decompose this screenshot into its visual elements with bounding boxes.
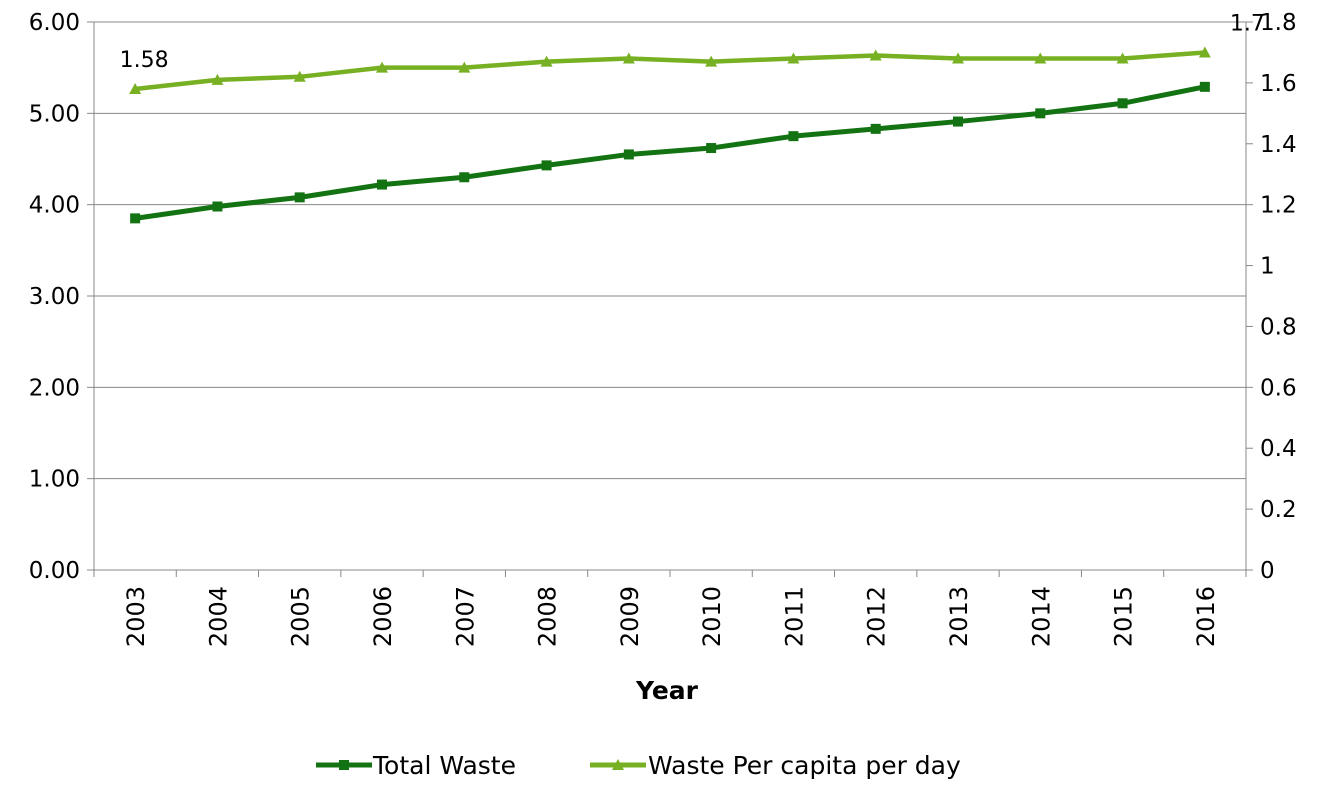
x-axis-tick-label: 2006: [369, 586, 397, 647]
right-axis-tick-label: 0.6: [1260, 375, 1297, 401]
data-point: [869, 49, 882, 61]
left-axis-tick-label: 5.00: [29, 101, 80, 127]
gridlines: [94, 21, 1246, 480]
left-axis-tick-label: 6.00: [29, 10, 80, 36]
left-axis-tick-label: 2.00: [29, 375, 80, 401]
left-axis-tick-label: 4.00: [29, 193, 80, 219]
data-point: [1034, 52, 1047, 64]
data-point: [953, 116, 963, 127]
data-point: [788, 131, 799, 142]
data-point: [1116, 52, 1129, 64]
right-axis-tick-label: 0.4: [1260, 436, 1297, 462]
data-point: [458, 61, 471, 73]
data-point: [377, 179, 387, 190]
legend: Total Waste Waste Per capita per day: [316, 751, 961, 780]
legend-label: Total Waste: [372, 751, 516, 780]
data-label: 1.7: [1230, 11, 1265, 36]
right-axis-tick-label: 1: [1260, 254, 1275, 280]
x-axis-tick-label: 2011: [780, 586, 808, 647]
data-point: [1199, 81, 1210, 92]
data-point: [870, 123, 881, 134]
left-axis-tick-label: 3.00: [29, 284, 80, 310]
right-axis-tick-label: 0: [1260, 558, 1275, 584]
data-point: [459, 172, 470, 183]
right-axis-tick-label: 1.2: [1260, 193, 1297, 219]
right-axis-tick-label: 1.6: [1260, 71, 1297, 97]
data-point: [952, 52, 964, 64]
left-axis-tick-label: 0.00: [29, 558, 80, 584]
data-point: [130, 213, 141, 224]
series-0: [130, 81, 1210, 224]
data-point: [706, 143, 717, 154]
x-axis-tick-label: 2007: [451, 586, 479, 647]
legend-item-0: Total Waste: [316, 751, 516, 780]
legend-item-1: Waste Per capita per day: [590, 751, 961, 780]
x-axis-tick-label: 2008: [534, 586, 562, 647]
x-axis-tick-label: 2016: [1192, 586, 1220, 647]
data-point: [622, 52, 635, 64]
right-axis-tick-label: 1.8: [1260, 10, 1297, 36]
series-1: [129, 46, 1211, 94]
x-axis-tick-label: 2014: [1027, 586, 1055, 647]
data-point: [540, 55, 553, 67]
x-axis-tick-label: 2005: [287, 586, 315, 647]
data-point: [1117, 98, 1128, 109]
data-labels: 1.58 1.7: [120, 11, 1265, 73]
x-axis-tick-label: 2010: [698, 586, 726, 647]
series-line: [134, 84, 1206, 221]
x-axis-title: Year: [635, 676, 699, 705]
data-point: [787, 52, 800, 64]
data-point: [129, 82, 142, 94]
data-point: [623, 149, 634, 160]
right-axis-tick-label: 0.2: [1260, 497, 1297, 523]
x-axis-tick-label: 2015: [1110, 586, 1138, 647]
data-label: 1.58: [120, 48, 169, 73]
data-point: [294, 192, 305, 203]
x-axis-tick-label: 2004: [204, 586, 232, 647]
data-point: [541, 160, 552, 171]
right-axis-tick-label: 1.4: [1260, 132, 1297, 158]
axes: 0.00 1.00 2.00 3.00 4.00 5.00 6.00 0 0.2 0.4 0.6 0.…: [29, 10, 1297, 647]
data-point: [293, 70, 306, 82]
data-point: [376, 61, 388, 73]
data-point: [1198, 46, 1211, 58]
x-axis-tick-label: 2012: [863, 586, 891, 647]
series-line: [134, 50, 1206, 92]
x-axis-tick-label: 2013: [945, 586, 973, 647]
data-point: [1035, 108, 1046, 119]
x-axis-tick-label: 2003: [122, 586, 150, 647]
data-point: [211, 73, 224, 85]
left-axis-tick-label: 1.00: [29, 467, 80, 493]
data-point: [705, 55, 718, 67]
data-point: [212, 201, 223, 212]
right-axis-tick-label: 0.8: [1260, 314, 1297, 340]
legend-label: Waste Per capita per day: [648, 751, 961, 780]
x-axis-tick-label: 2009: [616, 586, 644, 647]
legend-swatch-marker: [339, 760, 349, 770]
series-lines: [129, 46, 1211, 224]
legend-swatch-marker: [612, 759, 624, 770]
